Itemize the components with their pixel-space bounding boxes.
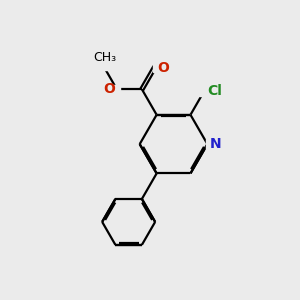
Bar (199, 85, 213, 96)
Text: N: N (210, 137, 221, 151)
Bar (111, 85, 120, 94)
Bar (206, 140, 218, 149)
Text: Cl: Cl (207, 84, 222, 98)
Text: CH₃: CH₃ (93, 51, 116, 64)
Text: O: O (103, 82, 116, 96)
Text: O: O (157, 61, 169, 75)
Bar (95, 59, 113, 70)
Bar (153, 63, 163, 72)
